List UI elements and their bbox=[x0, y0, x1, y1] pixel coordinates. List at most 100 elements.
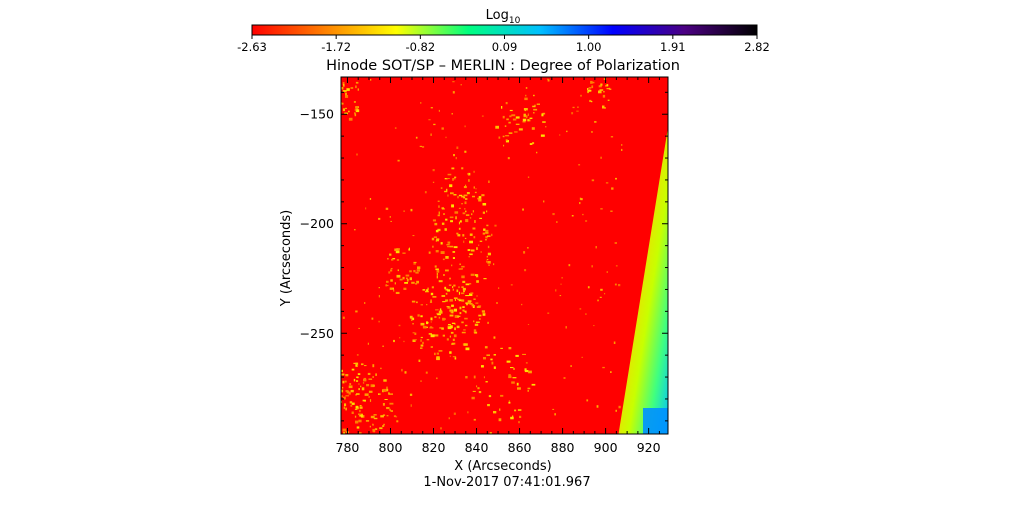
speckle bbox=[600, 156, 602, 159]
speckle bbox=[481, 365, 484, 368]
speckle bbox=[552, 213, 555, 216]
speckle bbox=[599, 296, 602, 298]
speckle bbox=[481, 115, 484, 117]
speckle bbox=[613, 341, 616, 344]
speckle bbox=[385, 207, 389, 210]
speckle bbox=[358, 327, 360, 329]
speckle bbox=[474, 191, 477, 194]
speckle bbox=[375, 373, 377, 376]
speckle bbox=[442, 258, 445, 261]
speckle bbox=[473, 320, 475, 323]
speckle bbox=[452, 91, 455, 94]
speckle bbox=[433, 236, 437, 238]
speckle bbox=[456, 325, 460, 329]
speckle bbox=[461, 265, 465, 268]
speckle bbox=[410, 208, 413, 212]
speckle bbox=[417, 266, 421, 270]
speckle bbox=[462, 306, 465, 308]
speckle bbox=[485, 229, 489, 233]
speckle bbox=[420, 339, 422, 342]
speckle bbox=[482, 232, 486, 235]
speckle bbox=[461, 331, 466, 334]
speckle bbox=[430, 133, 432, 136]
speckle bbox=[359, 405, 362, 407]
speckle bbox=[429, 327, 434, 329]
speckle bbox=[513, 367, 515, 370]
speckle bbox=[354, 108, 357, 112]
speckle bbox=[420, 347, 423, 349]
speckle bbox=[342, 386, 344, 389]
speckle bbox=[354, 112, 356, 115]
speckle bbox=[580, 198, 583, 201]
speckle bbox=[462, 234, 465, 237]
speckle bbox=[482, 203, 487, 206]
speckle bbox=[372, 423, 374, 426]
speckle bbox=[353, 436, 355, 437]
speckle bbox=[389, 402, 394, 405]
speckle bbox=[473, 170, 475, 173]
speckle bbox=[445, 288, 448, 291]
speckle bbox=[510, 367, 514, 369]
speckle bbox=[355, 420, 359, 424]
speckle bbox=[458, 227, 461, 230]
speckle bbox=[425, 371, 428, 374]
speckle bbox=[368, 390, 373, 393]
speckle bbox=[345, 408, 347, 410]
speckle bbox=[510, 284, 513, 286]
speckle bbox=[416, 269, 420, 272]
speckle bbox=[402, 252, 406, 254]
speckle bbox=[522, 118, 527, 122]
speckle bbox=[416, 280, 419, 284]
speckle bbox=[345, 374, 349, 377]
speckle bbox=[547, 78, 549, 80]
speckle bbox=[506, 360, 511, 363]
speckle bbox=[403, 340, 405, 343]
speckle bbox=[449, 277, 451, 280]
speckle bbox=[461, 196, 465, 198]
speckle bbox=[511, 381, 515, 384]
speckle bbox=[489, 432, 492, 434]
speckle bbox=[447, 306, 451, 309]
speckle bbox=[451, 343, 454, 345]
speckle bbox=[406, 278, 409, 282]
speckle bbox=[477, 305, 482, 307]
speckle bbox=[343, 396, 346, 400]
speckle bbox=[342, 428, 347, 432]
speckle bbox=[372, 384, 375, 387]
speckle bbox=[581, 356, 583, 358]
speckle bbox=[566, 130, 568, 133]
speckle bbox=[505, 135, 510, 137]
speckle bbox=[473, 298, 476, 300]
speckle bbox=[493, 354, 496, 356]
speckle bbox=[446, 338, 449, 341]
speckle bbox=[418, 359, 421, 362]
speckle bbox=[345, 92, 347, 96]
speckle bbox=[476, 306, 481, 308]
speckle bbox=[472, 390, 476, 392]
speckle bbox=[508, 375, 512, 379]
speckle bbox=[467, 249, 471, 251]
speckle bbox=[410, 317, 413, 320]
speckle bbox=[524, 368, 527, 371]
speckle bbox=[364, 302, 366, 304]
speckle bbox=[470, 249, 475, 252]
speckle bbox=[362, 399, 366, 402]
speckle bbox=[591, 85, 594, 89]
speckle bbox=[351, 411, 354, 414]
speckle bbox=[464, 317, 468, 320]
speckle bbox=[523, 113, 526, 116]
speckle bbox=[481, 194, 485, 197]
speckle bbox=[389, 287, 393, 290]
speckle bbox=[467, 411, 469, 414]
speckle bbox=[458, 299, 463, 302]
speckle bbox=[388, 392, 390, 395]
speckle bbox=[600, 288, 603, 291]
speckle bbox=[453, 297, 458, 299]
speckle bbox=[487, 252, 491, 256]
speckle bbox=[469, 240, 473, 244]
speckle bbox=[587, 88, 589, 90]
speckle bbox=[453, 284, 456, 287]
speckle bbox=[527, 389, 529, 392]
speckle bbox=[463, 240, 465, 243]
speckle bbox=[502, 115, 505, 119]
